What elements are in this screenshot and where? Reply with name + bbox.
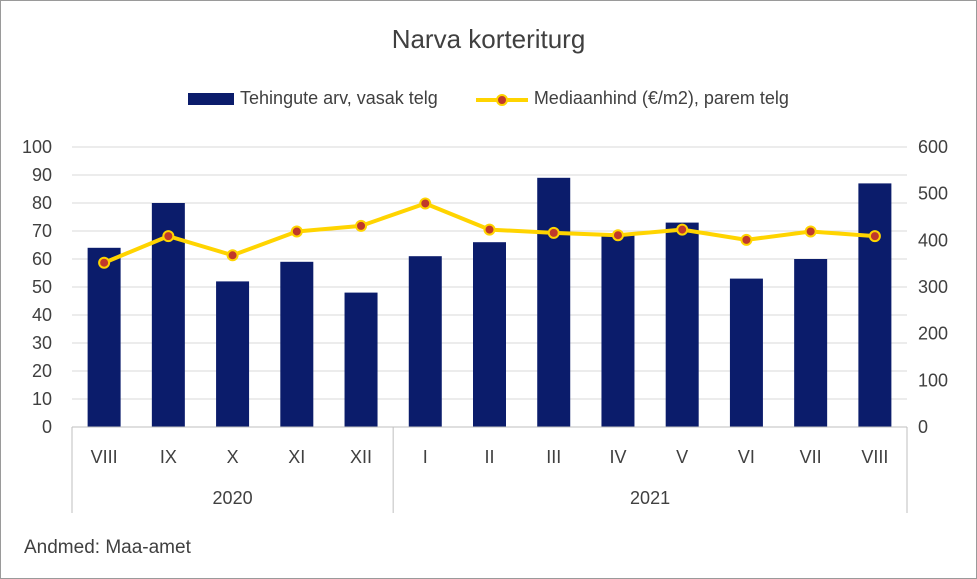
- x-tick-label: VIII: [91, 447, 118, 467]
- line-point: [290, 225, 303, 238]
- line-point: [804, 225, 817, 238]
- y-left-tick-label: 80: [32, 193, 52, 213]
- x-group-label: 2020: [213, 488, 253, 508]
- x-tick-label: III: [546, 447, 561, 467]
- legend-item-bars: Tehingute arv, vasak telg: [188, 88, 438, 109]
- line-point: [226, 249, 239, 262]
- x-tick-label: II: [484, 447, 494, 467]
- y-left-tick-label: 20: [32, 361, 52, 381]
- y-right-tick-label: 0: [918, 417, 928, 437]
- bar: [665, 222, 699, 427]
- x-tick-label: VI: [738, 447, 755, 467]
- y-left-tick-label: 0: [42, 417, 52, 437]
- y-left-tick-label: 30: [32, 333, 52, 353]
- line-point: [98, 256, 111, 269]
- bar: [473, 242, 506, 427]
- bar: [87, 247, 121, 427]
- x-group-label: 2021: [630, 488, 670, 508]
- line-point: [611, 229, 624, 242]
- bar: [280, 261, 314, 427]
- chart-title: Narva korteriturg: [391, 24, 586, 54]
- y-right-tick-label: 500: [918, 184, 948, 204]
- x-tick-label: VII: [800, 447, 822, 467]
- x-tick-label: XII: [350, 447, 372, 467]
- bar: [344, 292, 378, 427]
- x-tick-label: VIII: [861, 447, 888, 467]
- y-right-tick-label: 400: [918, 230, 948, 250]
- y-right-tick-label: 600: [918, 137, 948, 157]
- bar: [408, 256, 442, 427]
- x-tick-label: XI: [288, 447, 305, 467]
- legend-swatch-line: [475, 93, 528, 106]
- source-note: Andmed: Maa-amet: [24, 537, 191, 558]
- line-point: [868, 230, 881, 243]
- line-point: [483, 223, 496, 236]
- line-point: [547, 226, 560, 239]
- line-point: [162, 230, 175, 243]
- chart-legend: Tehingute arv, vasak telg Mediaanhind (€…: [0, 88, 977, 109]
- x-tick-label: IV: [609, 447, 626, 467]
- x-tick-label: I: [423, 447, 428, 467]
- line-point: [355, 219, 368, 232]
- bar: [537, 177, 571, 427]
- x-tick-label: V: [676, 447, 688, 467]
- x-tick-label: X: [227, 447, 239, 467]
- legend-item-line: Mediaanhind (€/m2), parem telg: [475, 88, 789, 109]
- bar: [216, 281, 250, 427]
- legend-swatch-bars: [188, 92, 235, 105]
- bar: [858, 183, 892, 427]
- line-point: [419, 197, 432, 210]
- x-tick-label: IX: [160, 447, 177, 467]
- y-left-tick-label: 40: [32, 305, 52, 325]
- y-left-tick-label: 90: [32, 165, 52, 185]
- y-left-tick-label: 60: [32, 249, 52, 269]
- bar: [729, 278, 763, 427]
- legend-label-bars: Tehingute arv, vasak telg: [240, 88, 438, 108]
- y-left-tick-label: 100: [22, 137, 52, 157]
- y-right-tick-label: 100: [918, 370, 948, 390]
- y-left-tick-label: 70: [32, 221, 52, 241]
- bar: [601, 233, 635, 427]
- legend-label-line: Mediaanhind (€/m2), parem telg: [533, 88, 789, 108]
- bar: [794, 259, 828, 427]
- line-point: [740, 233, 753, 246]
- line-point: [676, 223, 689, 236]
- y-left-tick-label: 50: [32, 277, 52, 297]
- y-right-tick-label: 200: [918, 324, 948, 344]
- y-left-tick-label: 10: [32, 389, 52, 409]
- y-right-tick-label: 300: [918, 277, 948, 297]
